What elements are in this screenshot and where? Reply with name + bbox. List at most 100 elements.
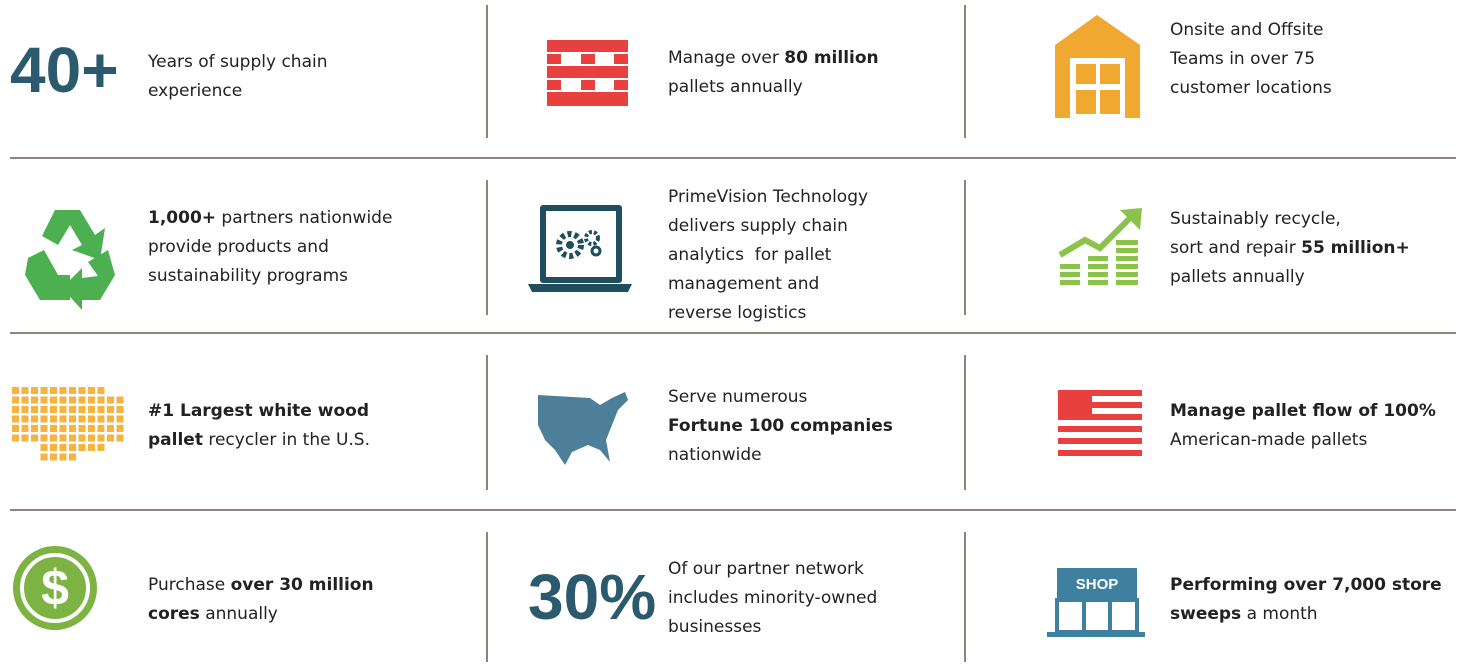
text: Teams in over 75 [1170,49,1316,69]
text: sort and repair [1170,238,1302,258]
text-line: Manage pallet flow of 100% [1170,397,1436,426]
text-line: PrimeVision Technology [668,183,868,212]
warehouse-icon [1055,15,1140,118]
map-dot [97,415,105,423]
map-dot [40,396,48,404]
text: delivers supply chain [668,216,848,236]
map-dot [40,434,48,442]
us-map-icon [538,392,628,465]
map-dot [59,434,67,442]
map-dot [116,406,124,413]
map-dot [97,434,105,442]
map-dot [12,425,19,432]
text: reverse logistics [668,303,807,323]
text: partners nationwide [216,208,393,228]
text: Manage over [668,48,785,68]
text-line: American-made pallets [1170,426,1436,455]
text: experience [148,81,243,101]
bold-text: pallet [148,430,203,450]
cell-text: Years of supply chain experience [148,48,327,106]
text-line: cores annually [148,600,374,629]
text: a month [1241,604,1318,624]
map-dot [21,387,29,394]
map-dot [50,444,57,451]
text-line: Serve numerous [668,383,893,412]
map-dot [59,453,67,461]
map-dot [69,444,76,451]
text-line: pallet recycler in the U.S. [148,426,370,455]
map-dot [88,425,95,432]
cell-text: 1,000+ partners nationwide provide produc… [148,204,392,291]
map-dot [12,406,19,413]
map-dot [88,444,95,451]
map-dot [12,434,19,442]
map-dot [88,434,95,442]
big-number: 30% [528,561,657,633]
map-dot [21,415,29,423]
text: Serve numerous [668,387,808,407]
recycle-icon [25,210,115,310]
map-dot [31,387,38,394]
map-dot [31,425,38,432]
map-dot [50,396,57,404]
text: Of our partner network [668,559,864,579]
map-dot [40,415,48,423]
map-dot [50,425,57,432]
text-line: experience [148,77,327,106]
text-line: sort and repair 55 million+ [1170,234,1410,263]
text-line: Manage over 80 million [668,44,879,73]
map-dot [40,406,48,413]
map-dot [69,387,76,394]
text: Purchase [148,575,231,595]
map-dot [40,387,48,394]
text-line: 1,000+ partners nationwide [148,204,392,233]
text: Sustainably recycle, [1170,209,1341,229]
cell-text: Sustainably recycle, sort and repair 55 m… [1170,205,1410,292]
text-line: sustainability programs [148,262,392,291]
text-line: businesses [668,613,877,642]
text: pallets annually [1170,267,1305,287]
map-dot [50,406,57,413]
text: customer locations [1170,78,1332,98]
text-line: Fortune 100 companies [668,412,893,441]
map-dot [88,406,95,413]
text-line: Onsite and Offsite [1170,16,1332,45]
bold-text: #1 Largest white wood [148,401,369,421]
text-line: Of our partner network [668,555,877,584]
bold-text: cores [148,604,200,624]
text-line: Teams in over 75 [1170,45,1332,74]
map-dot [69,415,76,423]
bold-text: over 30 million [230,575,374,595]
text-line: delivers supply chain [668,212,868,241]
map-dot [21,406,29,413]
text-line: Purchase over 30 million [148,571,374,600]
map-dot [107,415,114,423]
bold-text: 55 million+ [1301,238,1410,258]
map-dot [21,434,29,442]
cell-text: Of our partner network includes minority-… [668,555,877,642]
map-dot [40,425,48,432]
map-dot [59,415,67,423]
bold-text: Fortune 100 companies [668,416,893,436]
map-dot [12,387,19,394]
map-dot [88,415,95,423]
text: PrimeVision Technology [668,187,869,207]
map-dot [59,387,67,394]
text-line: sweeps a month [1170,600,1442,629]
flag-icon [1058,390,1142,460]
bold-text: sweeps [1170,604,1242,624]
text-line: Sustainably recycle, [1170,205,1410,234]
map-dot [116,415,124,423]
pallet-icon [547,40,628,106]
map-dot [88,396,95,404]
map-dot [97,444,105,451]
text-line: provide products and [148,233,392,262]
shop-sign: SHOP [1076,576,1119,593]
map-dot [88,387,95,394]
cell-text: Onsite and Offsite Teams in over 75 custom… [1170,16,1332,103]
map-dot [78,425,86,432]
dollar-icon: $ [13,546,97,630]
map-dot [59,444,67,451]
shop-icon: SHOP [1047,568,1145,637]
map-dot [31,406,38,413]
